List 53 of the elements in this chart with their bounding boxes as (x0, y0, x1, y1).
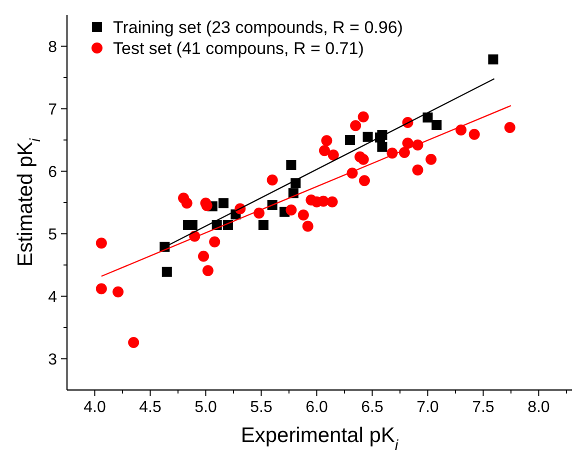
point (96, 238, 107, 249)
point (198, 250, 210, 262)
x-axis-title: Experimental pK$_{i}$ (240, 424, 399, 452)
y-tick-label: 6 (48, 164, 58, 181)
x-tick-label: 5.0 (194, 399, 217, 416)
x-tick-label: 7.5 (472, 399, 494, 416)
point (302, 220, 314, 232)
point (128, 337, 140, 348)
point (328, 150, 339, 160)
point (358, 175, 370, 186)
point (422, 112, 433, 122)
point (362, 132, 373, 142)
legend-label: Training set (23 compounds, R = 0.96) (113, 18, 403, 37)
point (286, 204, 297, 216)
x-tick-label: 5.5 (250, 399, 272, 416)
point (202, 265, 214, 276)
x-tick-label: 4.0 (84, 399, 106, 416)
point (96, 283, 107, 294)
point (402, 138, 414, 149)
point (112, 286, 124, 298)
x-tick-label: 7.0 (416, 399, 439, 416)
y-tick-label: 5 (48, 226, 58, 244)
point (504, 122, 516, 133)
y-tick-label: 8 (48, 38, 58, 56)
point (468, 128, 480, 140)
point (209, 236, 220, 248)
x-tick-label: 8.0 (528, 399, 550, 416)
point (358, 154, 369, 165)
point (286, 160, 296, 170)
point (162, 266, 172, 277)
x-tick-label: 4.5 (139, 399, 162, 416)
point (432, 120, 442, 130)
point (488, 54, 498, 64)
point (181, 198, 192, 209)
point (318, 145, 330, 156)
legend-label: Test set (41 compouns, R = 0.71) (113, 38, 364, 58)
y-tick-label: 7 (48, 101, 58, 118)
y-tick-label: 3 (48, 351, 58, 368)
point (345, 135, 356, 145)
point (218, 198, 228, 208)
point (326, 196, 338, 208)
point (412, 164, 424, 176)
point (426, 154, 437, 165)
point (350, 120, 362, 132)
y-tick-label: 4 (48, 288, 58, 306)
point (266, 174, 278, 186)
x-tick-label: 6.0 (306, 399, 328, 416)
point (377, 142, 388, 152)
point (298, 210, 309, 220)
point (258, 220, 268, 230)
x-tick-label: 6.5 (361, 399, 384, 416)
point (358, 111, 369, 122)
point (321, 135, 332, 146)
